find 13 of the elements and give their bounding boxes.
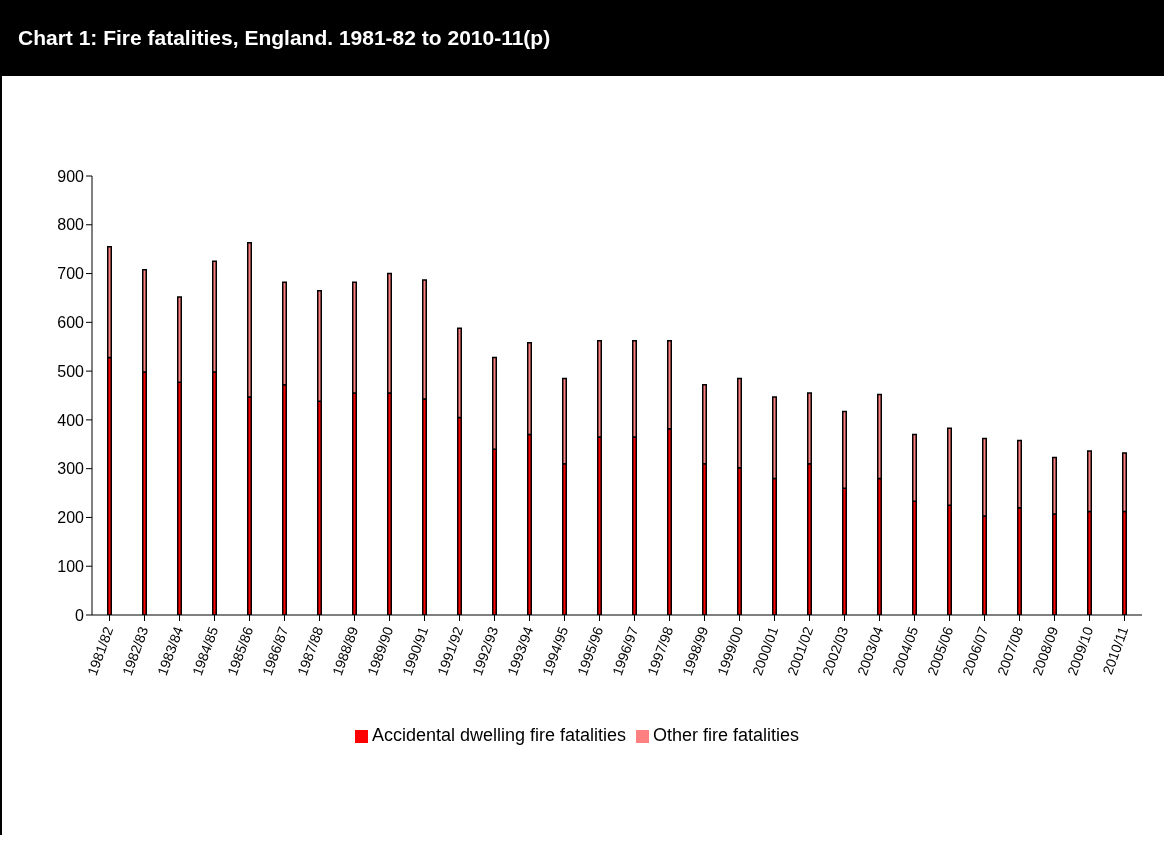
chart-title: Chart 1: Fire fatalities, England. 1981-82 to 2010-11(p)	[0, 0, 1164, 76]
y-tick-label: 900	[57, 167, 85, 185]
y-tick-label: 300	[57, 460, 85, 478]
y-tick-label: 700	[57, 265, 85, 283]
legend-label: Accidental dwelling fire fatalities	[371, 725, 627, 745]
y-tick-label: 600	[57, 314, 85, 332]
y-tick-label: 500	[57, 362, 85, 380]
y-tick-label: 400	[57, 411, 85, 429]
y-tick-label: 200	[57, 509, 85, 527]
y-tick-label: 100	[57, 557, 85, 575]
legend-label: Other fire fatalities	[653, 725, 800, 745]
y-tick-label: 800	[57, 216, 85, 234]
y-tick-label: 0	[75, 606, 85, 624]
